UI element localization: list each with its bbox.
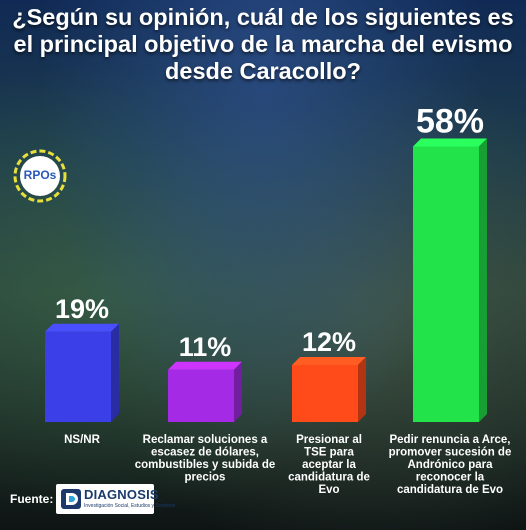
bar-1 [168, 369, 234, 422]
diagnosis-logo-icon [61, 489, 81, 509]
bar-side-0 [111, 323, 119, 422]
category-label-1-3: precios [185, 472, 226, 484]
bar-top-3 [413, 138, 487, 147]
bar-value-label-3: 58% [416, 103, 484, 141]
category-label-2-3: candidatura de [288, 472, 370, 484]
category-label-1-0: Reclamar soluciones a [143, 434, 268, 446]
category-label-1-1: escasez de dólares, [151, 447, 259, 459]
bar-top-0 [45, 323, 119, 332]
source-name: DIAGNOSIS [84, 487, 159, 502]
bar-side-2 [358, 357, 366, 422]
bar-value-label-1: 11% [179, 332, 232, 362]
bar-3 [413, 146, 479, 422]
bar-0 [45, 331, 111, 422]
category-label-3-4: candidatura de Evo [397, 484, 503, 496]
category-label-3-1: promover sucesión de [389, 447, 512, 459]
bar-side-3 [479, 138, 487, 422]
category-label-3-2: Andrónico para [408, 459, 494, 471]
category-label-3-0: Pedir renuncia a Arce, [389, 434, 510, 446]
bar-2 [292, 365, 358, 422]
source-tagline: Investigación Social, Estudios y Sondeos [84, 503, 176, 509]
bar-value-label-0: 19% [55, 294, 109, 324]
logo-text: RPOs [24, 168, 57, 182]
category-label-2-2: aceptar la [302, 459, 356, 471]
category-label-0-0: NS/NR [64, 434, 100, 446]
category-label-1-2: combustibles y subida de [135, 459, 276, 471]
bar-side-1 [234, 361, 242, 422]
category-label-2-1: TSE para [304, 447, 354, 459]
page-title: ¿Según su opinión, cuál de los siguiente… [12, 4, 514, 84]
bar-top-1 [168, 361, 242, 370]
source-logo: DIAGNOSIS Investigación Social, Estudios… [56, 484, 175, 514]
category-label-2-0: Presionar al [296, 434, 362, 446]
source-label: Fuente: [10, 492, 54, 506]
rpos-logo: RPOs [13, 149, 67, 203]
bar-value-label-2: 12% [302, 327, 356, 357]
category-label-2-4: Evo [318, 484, 339, 496]
category-label-3-3: reconocer la [416, 472, 485, 484]
bar-top-2 [292, 357, 366, 365]
